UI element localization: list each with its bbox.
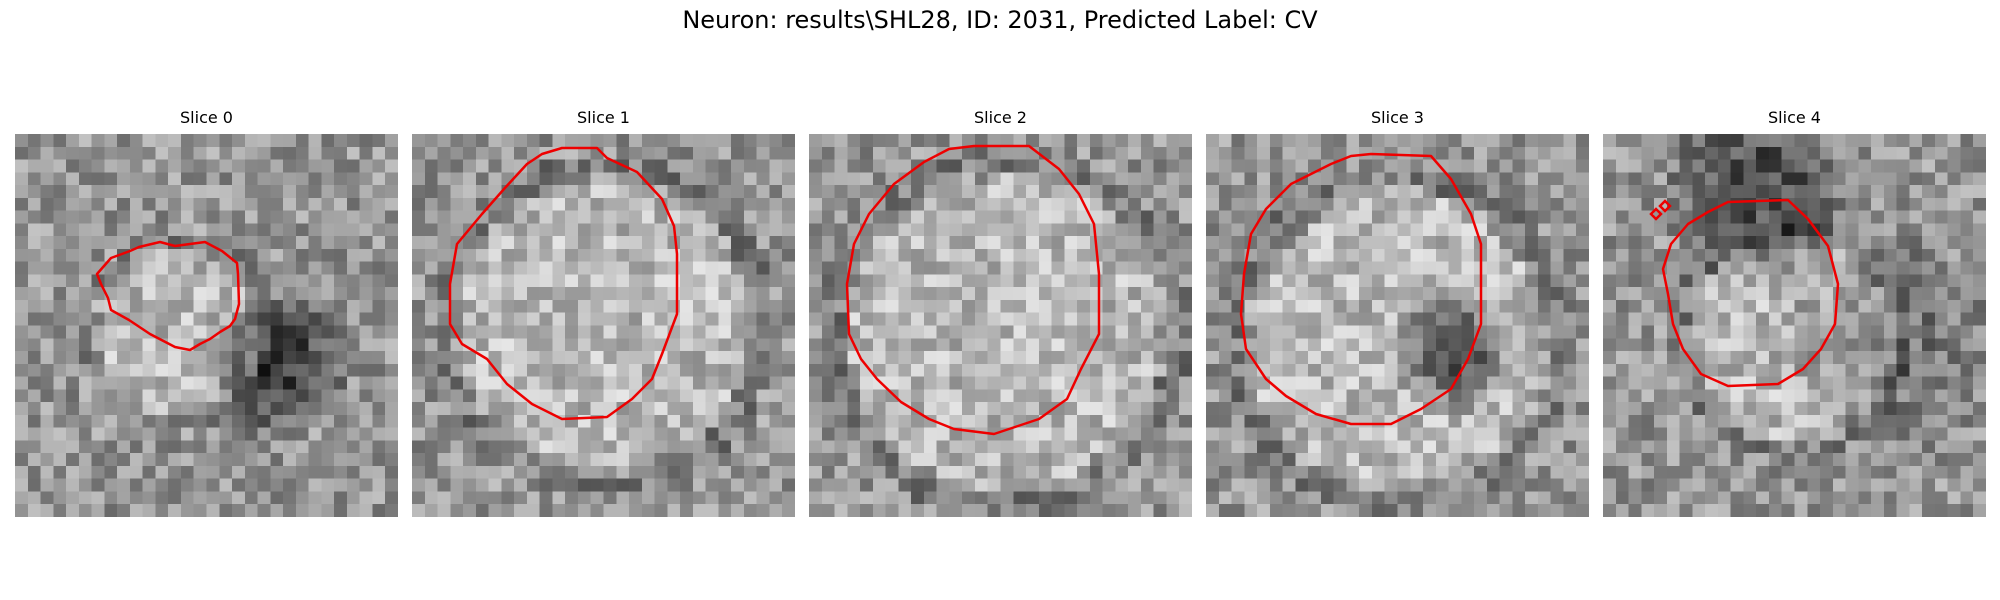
slice-image (809, 134, 1192, 517)
slice-title: Slice 3 (1371, 108, 1424, 127)
segmentation-contour (845, 144, 1101, 436)
figure-title: Neuron: results\SHL28, ID: 2031, Predict… (682, 6, 1318, 34)
slice-image (412, 134, 795, 517)
slice-title: Slice 2 (974, 108, 1027, 127)
slice-title: Slice 0 (180, 108, 233, 127)
slice-panel-4: Slice 4 (1603, 106, 1986, 519)
segmentation-contour (1239, 152, 1483, 426)
segmentation-contour (95, 240, 241, 352)
segmentation-contour (1649, 198, 1840, 388)
slice-panel-3: Slice 3 (1206, 106, 1589, 519)
slice-image (15, 134, 398, 517)
segmentation-contour (448, 146, 679, 421)
slice-image (1206, 134, 1589, 517)
slice-panel-2: Slice 2 (809, 106, 1192, 519)
slice-panel-0: Slice 0 (15, 106, 398, 519)
slice-title: Slice 4 (1768, 108, 1821, 127)
slice-image (1603, 134, 1986, 517)
slice-title: Slice 1 (577, 108, 630, 127)
slice-panel-1: Slice 1 (412, 106, 795, 519)
